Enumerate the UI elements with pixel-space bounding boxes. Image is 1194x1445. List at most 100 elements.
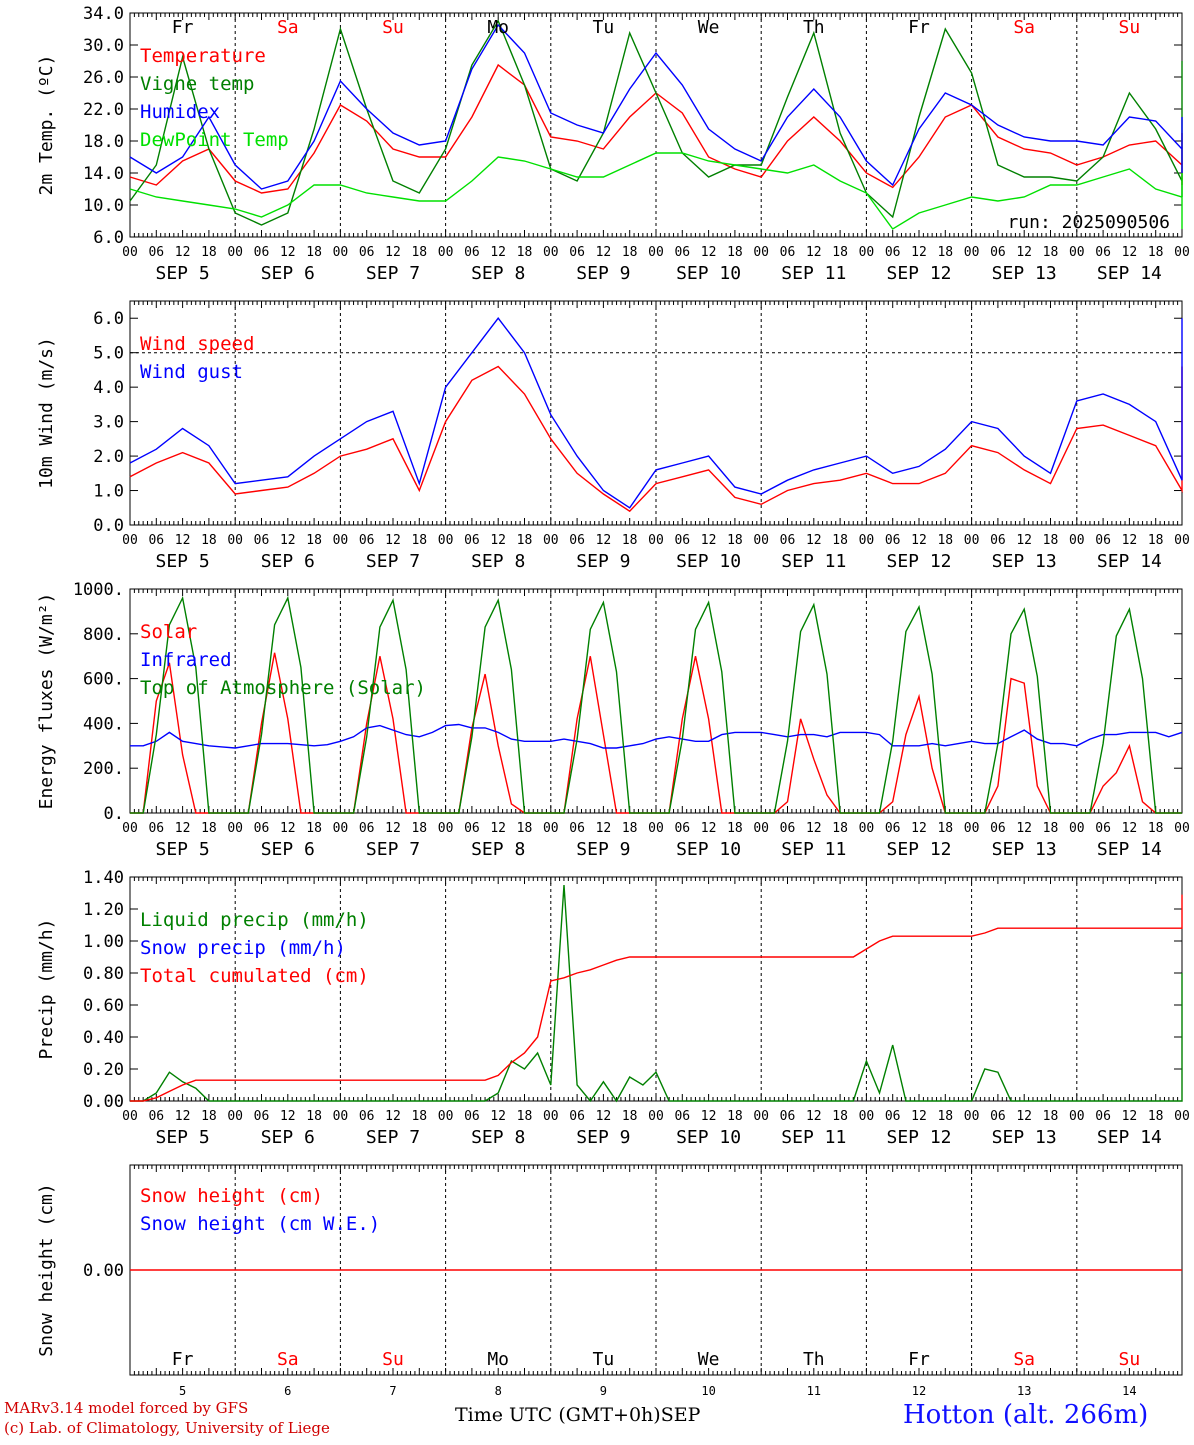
hour-label: 18 xyxy=(1148,821,1164,836)
hour-label: 18 xyxy=(517,1109,533,1124)
hour-label: 12 xyxy=(385,245,401,260)
hour-label: 06 xyxy=(569,533,585,548)
hour-label: 18 xyxy=(937,821,953,836)
hour-label: 00 xyxy=(333,1109,349,1124)
legend-entry: Liquid precip (mm/h) xyxy=(140,909,369,931)
hour-label: 12 xyxy=(1122,533,1138,548)
date-label: SEP 12 xyxy=(886,551,951,572)
day-name: Sa xyxy=(1013,1349,1035,1370)
panel-frame xyxy=(129,12,1183,238)
hour-label: 06 xyxy=(674,1109,690,1124)
y-tick-label: 200. xyxy=(83,759,124,779)
hour-label: 00 xyxy=(753,533,769,548)
y-tick-label: 1.0 xyxy=(93,482,124,502)
y-tick-label: 18.0 xyxy=(83,132,124,152)
time-axis-label: Time UTC (GMT+0h)SEP xyxy=(455,1404,700,1426)
hour-label: 00 xyxy=(859,533,875,548)
hour-label: 00 xyxy=(1069,821,1085,836)
date-label: SEP 10 xyxy=(676,839,741,860)
hour-label: 06 xyxy=(1095,1109,1111,1124)
hour-label: 00 xyxy=(333,245,349,260)
y-tick-label: 1.00 xyxy=(83,932,124,952)
hour-label: 18 xyxy=(517,533,533,548)
y-tick-label: 0.0 xyxy=(93,516,124,536)
date-label: SEP 6 xyxy=(261,1127,315,1148)
day-number: 14 xyxy=(1122,1384,1136,1398)
hour-label: 00 xyxy=(859,1109,875,1124)
hour-label: 12 xyxy=(701,533,717,548)
hour-label: 12 xyxy=(1016,533,1032,548)
hour-label: 12 xyxy=(596,533,612,548)
hour-label: 00 xyxy=(1174,533,1190,548)
hour-label: 00 xyxy=(964,821,980,836)
date-label: SEP 5 xyxy=(156,839,210,860)
hour-label: 12 xyxy=(280,533,296,548)
date-label: SEP 12 xyxy=(886,1127,951,1148)
hour-label: 00 xyxy=(227,1109,243,1124)
y-tick-label: 0. xyxy=(104,804,124,824)
hour-label: 18 xyxy=(306,533,322,548)
hour-label: 12 xyxy=(490,533,506,548)
y-tick-label: 800. xyxy=(83,625,124,645)
hour-label: 00 xyxy=(333,821,349,836)
hour-label: 00 xyxy=(227,245,243,260)
date-label: SEP 11 xyxy=(781,1127,846,1148)
hour-label: 18 xyxy=(1043,821,1059,836)
hour-label: 18 xyxy=(1043,245,1059,260)
hour-label: 06 xyxy=(359,533,375,548)
legend-entry: Wind gust xyxy=(140,361,243,383)
hour-label: 12 xyxy=(911,821,927,836)
hour-label: 12 xyxy=(1122,1109,1138,1124)
hour-label: 00 xyxy=(438,533,454,548)
day-number: 13 xyxy=(1017,1384,1031,1398)
hour-label: 06 xyxy=(464,533,480,548)
model-credit: MARv3.14 model forced by GFS xyxy=(4,1399,249,1417)
y-tick-label: 0.60 xyxy=(83,996,124,1016)
date-label: SEP 9 xyxy=(576,551,630,572)
date-label: SEP 10 xyxy=(676,551,741,572)
legend-entry: Wind speed xyxy=(140,333,254,355)
hour-label: 12 xyxy=(1122,245,1138,260)
series-line xyxy=(129,317,1183,509)
legend-entry: Humidex xyxy=(140,101,220,123)
hour-label: 06 xyxy=(464,821,480,836)
legend-entry: Snow height (cm W.E.) xyxy=(140,1213,380,1235)
y-axis-label: Snow height (cm) xyxy=(36,1183,57,1356)
y-axis-label: Energy fluxes (W/m²) xyxy=(36,593,57,810)
legend-entry: Vigne temp xyxy=(140,73,254,95)
y-tick-label: 600. xyxy=(83,670,124,690)
hour-label: 12 xyxy=(806,1109,822,1124)
hour-label: 00 xyxy=(543,245,559,260)
hour-label: 12 xyxy=(175,245,191,260)
date-label: SEP 6 xyxy=(261,263,315,284)
hour-label: 18 xyxy=(306,1109,322,1124)
day-number: 8 xyxy=(495,1384,502,1398)
date-label: SEP 7 xyxy=(366,263,420,284)
hour-label: 00 xyxy=(333,533,349,548)
legend-entry: Snow height (cm) xyxy=(140,1185,323,1207)
legend-entry: DewPoint Temp xyxy=(140,129,289,151)
day-name: Tu xyxy=(593,1349,615,1370)
date-label: SEP 9 xyxy=(576,263,630,284)
hour-label: 06 xyxy=(569,821,585,836)
day-number: 12 xyxy=(912,1384,926,1398)
hour-label: 18 xyxy=(1043,1109,1059,1124)
hour-label: 06 xyxy=(885,533,901,548)
hour-label: 06 xyxy=(148,245,164,260)
day-name: Fr xyxy=(172,17,194,38)
hour-label: 12 xyxy=(1016,245,1032,260)
panel-frame xyxy=(129,300,1183,526)
hour-label: 18 xyxy=(411,533,427,548)
hour-label: 18 xyxy=(201,533,217,548)
hour-label: 18 xyxy=(201,245,217,260)
hour-label: 06 xyxy=(885,245,901,260)
hour-label: 00 xyxy=(648,1109,664,1124)
hour-label: 00 xyxy=(543,821,559,836)
hour-label: 06 xyxy=(254,1109,270,1124)
hour-label: 12 xyxy=(490,245,506,260)
hour-label: 12 xyxy=(280,821,296,836)
hour-label: 18 xyxy=(622,533,638,548)
month-label: SEP xyxy=(660,1404,701,1426)
hour-label: 12 xyxy=(1016,821,1032,836)
